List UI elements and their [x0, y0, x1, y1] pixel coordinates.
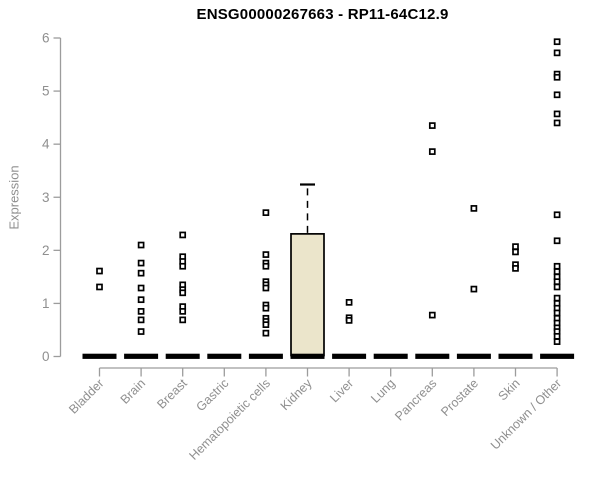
x-tick-label: Hematopoietic cells: [186, 376, 273, 463]
data-point: [179, 308, 187, 315]
x-tick-label: Pancreas: [392, 376, 439, 423]
data-point: [553, 332, 561, 340]
median-bar: [498, 353, 533, 359]
data-point: [137, 296, 145, 304]
data-point: [512, 265, 519, 272]
y-tick-label: 4: [42, 137, 50, 152]
data-point: [553, 211, 561, 219]
x-tick-label: Bladder: [66, 376, 106, 416]
data-point: [553, 237, 561, 245]
median-bar: [82, 353, 117, 359]
median-bar: [165, 353, 200, 359]
x-tick-label: Unknown / Other: [488, 376, 564, 452]
data-point: [137, 269, 145, 277]
data-point: [262, 251, 270, 258]
data-point: [428, 122, 436, 129]
data-point: [553, 309, 561, 317]
x-tick-label: Gastric: [194, 376, 232, 414]
median-bar: [290, 353, 325, 359]
x-tick-label: Skin: [496, 376, 523, 403]
data-point: [96, 283, 103, 291]
y-tick-label: 5: [42, 84, 50, 99]
median-bar: [248, 353, 283, 359]
data-point: [345, 299, 353, 306]
data-point: [553, 119, 561, 127]
data-point: [553, 294, 561, 302]
data-point: [553, 262, 561, 270]
data-point: [428, 311, 436, 319]
data-point: [553, 338, 561, 345]
data-point: [553, 278, 561, 286]
y-tick-label: 3: [42, 190, 50, 205]
median-bar: [207, 353, 242, 359]
median-bar: [124, 353, 159, 359]
x-tick-label: Liver: [327, 376, 356, 405]
data-point: [137, 284, 145, 292]
data-point: [179, 231, 187, 239]
data-point: [262, 321, 270, 328]
data-point: [553, 110, 561, 118]
data-point: [470, 205, 478, 212]
data-point: [553, 49, 561, 57]
data-point: [137, 259, 145, 267]
y-tick-label: 1: [42, 296, 50, 311]
median-bar: [456, 353, 491, 359]
data-point: [553, 91, 561, 99]
data-point: [553, 73, 561, 81]
data-point: [262, 209, 270, 216]
box-kidney: [290, 233, 325, 357]
data-point: [137, 308, 145, 315]
median-bar: [540, 353, 575, 359]
x-tick-label: Breast: [154, 376, 190, 412]
data-point: [137, 316, 145, 324]
data-point: [512, 248, 519, 256]
x-tick-label: Prostate: [438, 376, 481, 419]
data-point: [179, 289, 187, 297]
y-tick-label: 0: [42, 349, 50, 364]
data-point: [345, 317, 353, 324]
x-tick-label: Lung: [368, 376, 398, 406]
median-bar: [373, 353, 408, 359]
median-bar: [332, 353, 367, 359]
data-point: [470, 285, 478, 293]
y-tick-label: 6: [42, 31, 50, 46]
data-point: [96, 267, 103, 275]
data-point: [553, 38, 561, 46]
data-point: [262, 284, 270, 292]
data-point: [137, 241, 145, 249]
data-point: [553, 268, 561, 275]
data-point: [262, 304, 270, 312]
data-point: [262, 262, 270, 270]
y-tick-label: 2: [42, 243, 50, 258]
data-point: [262, 329, 270, 337]
chart-title: ENSG00000267663 - RP11-64C12.9: [196, 6, 449, 23]
x-tick-label: Kidney: [278, 376, 315, 413]
data-point: [179, 262, 187, 270]
median-bar: [415, 353, 450, 359]
data-point: [553, 283, 561, 291]
data-point: [512, 243, 519, 250]
x-tick-label: Brain: [118, 376, 149, 407]
data-point: [428, 148, 436, 155]
data-point: [179, 316, 187, 324]
data-point: [137, 328, 145, 335]
